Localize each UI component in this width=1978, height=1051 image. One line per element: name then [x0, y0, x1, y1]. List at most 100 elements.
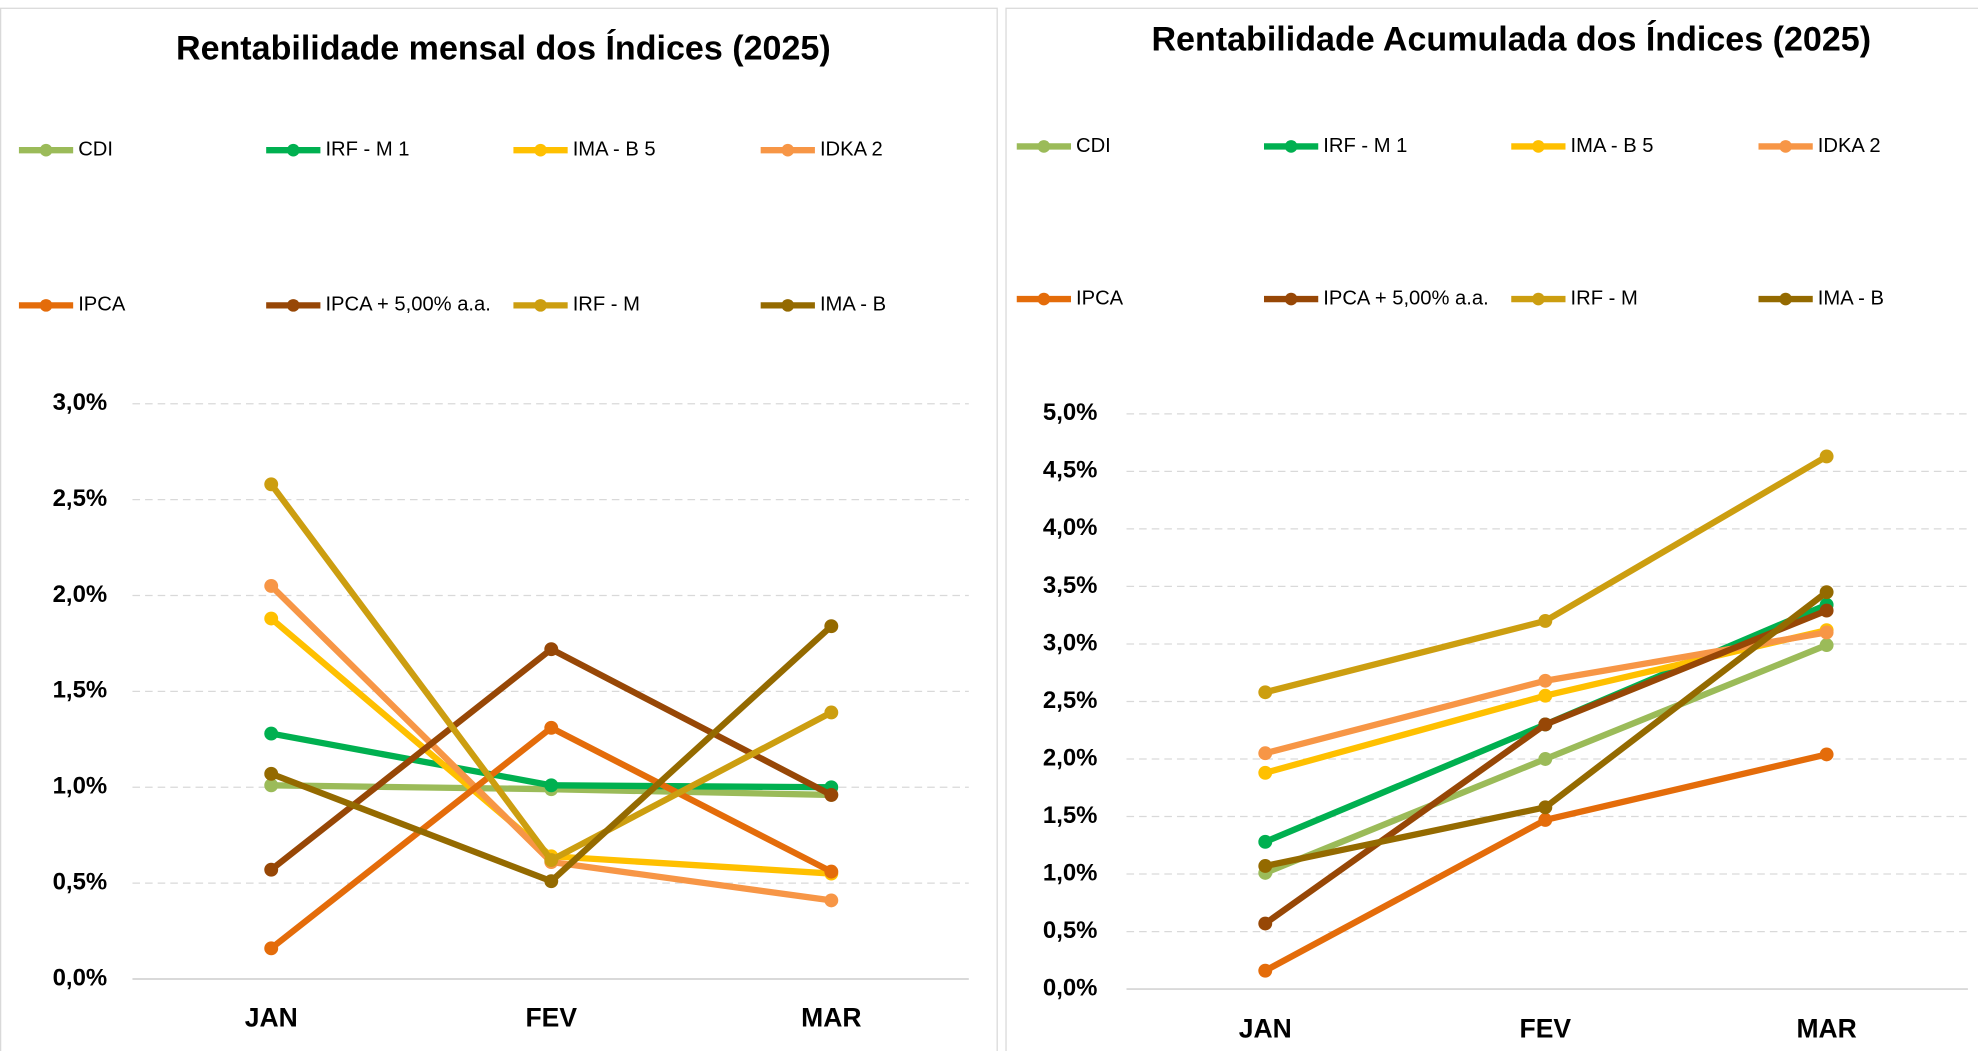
y-tick-label: 2,0%	[1043, 744, 1098, 771]
data-point	[1538, 752, 1553, 766]
chart-title: Rentabilidade mensal dos Índices (2025)	[176, 30, 831, 68]
data-point	[824, 864, 839, 879]
legend-label: IMA - B 5	[1571, 135, 1654, 157]
data-point	[824, 893, 839, 908]
data-point	[264, 611, 279, 626]
x-tick-label: JAN	[245, 1002, 298, 1032]
legend-label: IMA - B	[1818, 287, 1884, 309]
legend-label: IPCA + 5,00% a.a.	[325, 294, 490, 316]
legend-marker	[1532, 140, 1545, 153]
data-point	[264, 726, 279, 741]
data-point	[1819, 625, 1834, 640]
data-point	[1819, 638, 1834, 653]
data-point	[1538, 688, 1553, 703]
legend-marker	[286, 299, 300, 312]
data-point	[264, 578, 279, 593]
data-point	[264, 766, 279, 781]
y-tick-label: 0,0%	[53, 964, 108, 991]
legend-marker	[534, 143, 547, 157]
data-point	[544, 642, 559, 657]
legend-marker	[1779, 292, 1792, 306]
data-point	[544, 853, 559, 868]
data-point	[1819, 585, 1834, 600]
legend-label: IDKA 2	[1818, 135, 1881, 157]
legend-marker	[781, 143, 795, 157]
legend-label: IRF - M	[1571, 287, 1638, 309]
y-tick-label: 0,0%	[1043, 974, 1098, 1001]
data-point	[1538, 614, 1553, 628]
x-tick-label: MAR	[801, 1002, 861, 1032]
data-point	[1538, 673, 1553, 688]
x-tick-label: JAN	[1239, 1014, 1292, 1044]
data-point	[824, 619, 839, 634]
x-tick-label: FEV	[526, 1002, 578, 1032]
panel-border	[1005, 7, 1978, 1051]
data-point	[1258, 746, 1273, 761]
data-point	[264, 941, 279, 956]
y-tick-label: 1,5%	[1043, 802, 1098, 829]
y-tick-label: 1,0%	[1043, 859, 1098, 886]
y-tick-label: 1,5%	[53, 677, 108, 704]
legend-label: IMA - B	[820, 294, 886, 316]
data-point	[1538, 813, 1553, 827]
y-tick-label: 0,5%	[53, 868, 108, 895]
data-point	[1819, 603, 1834, 618]
legend-marker	[1284, 292, 1298, 306]
data-point	[1258, 963, 1273, 978]
legend-label: IPCA	[78, 294, 126, 316]
y-tick-label: 1,0%	[53, 773, 108, 800]
legend-label: CDI	[1076, 135, 1111, 157]
legend-marker	[39, 299, 53, 312]
legend-label: IRF - M 1	[1323, 135, 1407, 157]
legend-marker	[1037, 292, 1051, 306]
panel-border	[0, 7, 998, 1051]
y-tick-label: 3,5%	[1043, 572, 1098, 599]
data-point	[1538, 717, 1553, 732]
data-point	[1258, 834, 1273, 849]
legend-marker	[1779, 140, 1792, 153]
data-point	[1819, 747, 1834, 762]
legend-label: IRF - M	[573, 294, 640, 316]
data-point	[1258, 685, 1273, 700]
y-tick-label: 5,0%	[1043, 399, 1098, 426]
legend-label: IMA - B 5	[573, 139, 656, 161]
data-point	[824, 787, 839, 802]
data-point	[824, 705, 839, 720]
data-point	[1258, 916, 1273, 931]
data-point	[544, 874, 559, 889]
legend-marker	[39, 143, 53, 157]
y-tick-label: 0,5%	[1043, 917, 1098, 944]
data-point	[1258, 765, 1273, 780]
y-tick-label: 4,0%	[1043, 514, 1098, 541]
legend-marker	[1284, 140, 1298, 153]
data-point	[264, 477, 279, 492]
y-tick-label: 2,0%	[53, 581, 108, 608]
y-tick-label: 3,0%	[1043, 629, 1098, 656]
y-tick-label: 2,5%	[1043, 687, 1098, 714]
legend-marker	[1532, 292, 1545, 306]
legend-marker	[286, 143, 300, 157]
data-point	[1819, 449, 1834, 464]
legend-label: IPCA	[1076, 287, 1124, 309]
legend-marker	[781, 299, 795, 312]
data-point	[544, 720, 559, 735]
y-tick-label: 4,5%	[1043, 457, 1098, 484]
data-point	[544, 778, 559, 793]
data-point	[264, 862, 279, 877]
legend-label: IPCA + 5,00% a.a.	[1323, 287, 1488, 309]
data-point	[1258, 859, 1273, 873]
y-tick-label: 2,5%	[53, 485, 108, 512]
data-point	[264, 778, 279, 793]
chart-title: Rentabilidade Acumulada dos Índices (202…	[1151, 21, 1871, 59]
y-tick-label: 3,0%	[53, 389, 108, 416]
legend-marker	[1037, 140, 1051, 153]
legend-marker	[534, 299, 547, 312]
data-point	[1538, 800, 1553, 815]
legend-label: CDI	[78, 139, 113, 161]
legend-label: IDKA 2	[820, 139, 883, 161]
x-tick-label: FEV	[1520, 1014, 1572, 1044]
legend-label: IRF - M 1	[325, 139, 409, 161]
x-tick-label: MAR	[1796, 1014, 1856, 1044]
series-line	[269, 724, 833, 951]
